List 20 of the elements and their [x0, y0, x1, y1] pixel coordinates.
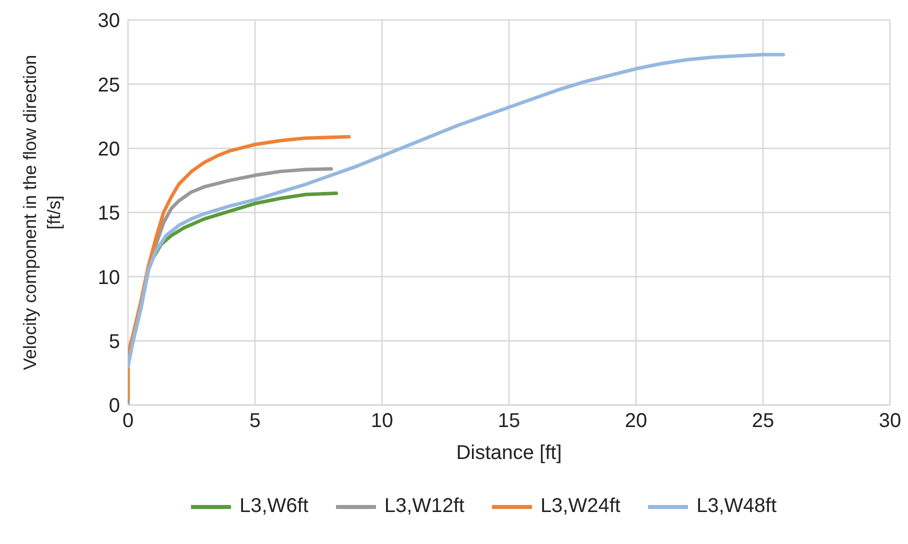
y-tick-label: 30 [98, 10, 120, 32]
legend-label: L3,W48ft [695, 495, 777, 518]
legend-label: L3,W6ft [238, 495, 308, 518]
y-tick-label: 15 [98, 202, 120, 225]
y-tick-label: 5 [108, 330, 120, 353]
y-tick-label: 20 [98, 138, 120, 160]
x-tick-label: 20 [624, 410, 648, 432]
y-tick-label: 10 [98, 266, 120, 289]
y-tick-label: 0 [108, 395, 120, 418]
y-tick-label: 25 [98, 74, 120, 96]
x-tick-label: 10 [370, 410, 394, 432]
x-tick-label: 30 [878, 410, 902, 432]
line-series [128, 52, 786, 368]
legend-label: L3,W24ft [539, 495, 620, 518]
x-tick-label: 15 [498, 410, 520, 432]
legend-label: L3,W12ft [383, 495, 464, 518]
x-tick-label: 5 [249, 410, 261, 432]
y-axis-title: Velocity component in the flow direction [ft/s] [20, 54, 64, 370]
x-axis-title: Distance [ft] [456, 442, 562, 464]
x-tick-label: 25 [752, 410, 774, 432]
